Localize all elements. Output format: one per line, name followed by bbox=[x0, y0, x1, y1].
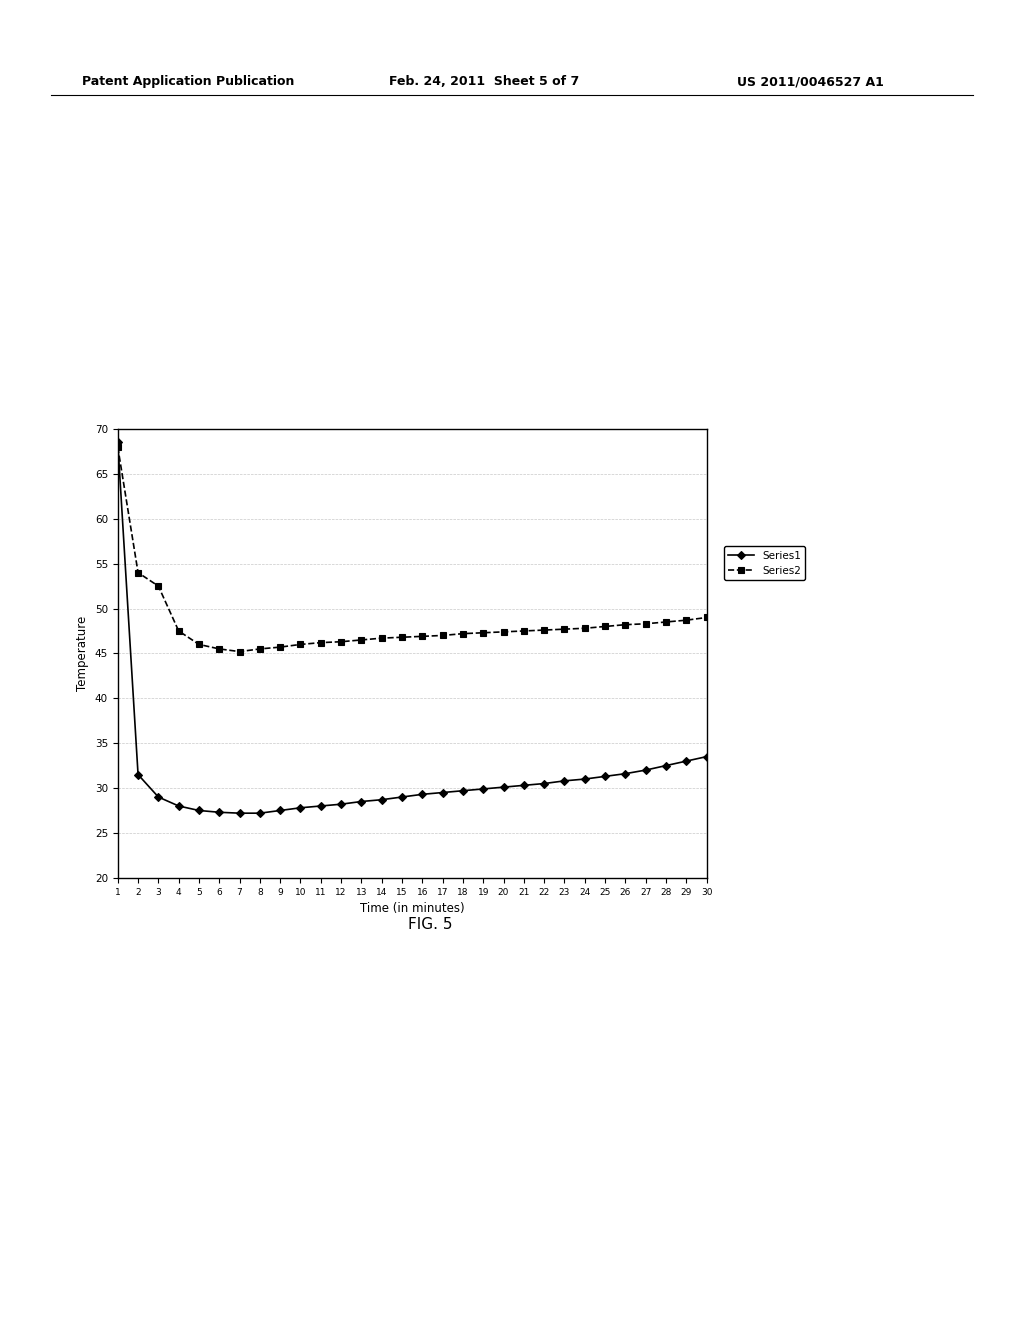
Series1 bbox=[599, 768, 611, 784]
Series1 bbox=[457, 783, 469, 799]
Series2 bbox=[498, 624, 510, 640]
Line: Series1: Series1 bbox=[115, 440, 710, 816]
Series1 bbox=[376, 792, 388, 808]
Series1 bbox=[416, 787, 428, 803]
Series2 bbox=[538, 622, 550, 638]
Series2 bbox=[355, 632, 368, 648]
Text: FIG. 5: FIG. 5 bbox=[408, 917, 453, 932]
Series1 bbox=[579, 771, 591, 787]
Series1 bbox=[233, 805, 246, 821]
X-axis label: Time (in minutes): Time (in minutes) bbox=[359, 902, 465, 915]
Series1 bbox=[538, 776, 550, 792]
Series2 bbox=[477, 624, 489, 640]
Series1 bbox=[112, 434, 124, 450]
Series2 bbox=[193, 636, 205, 652]
Series2 bbox=[436, 627, 449, 643]
Line: Series2: Series2 bbox=[115, 444, 710, 655]
Series2 bbox=[172, 623, 184, 639]
Series1 bbox=[335, 796, 347, 812]
Series2 bbox=[314, 635, 327, 651]
Series2 bbox=[132, 565, 144, 581]
Series1 bbox=[193, 803, 205, 818]
Series2 bbox=[213, 642, 225, 657]
Series2 bbox=[659, 614, 672, 630]
Series2 bbox=[376, 630, 388, 645]
Series1 bbox=[172, 799, 184, 814]
Series1 bbox=[436, 784, 449, 800]
Series2 bbox=[620, 616, 632, 632]
Legend: Series1, Series2: Series1, Series2 bbox=[724, 546, 805, 579]
Series2 bbox=[416, 628, 428, 644]
Series1 bbox=[153, 789, 165, 805]
Series2 bbox=[640, 616, 652, 632]
Series1 bbox=[132, 767, 144, 783]
Series2 bbox=[112, 440, 124, 455]
Series1 bbox=[314, 799, 327, 814]
Series1 bbox=[396, 789, 409, 805]
Series1 bbox=[274, 803, 287, 818]
Series1 bbox=[355, 793, 368, 809]
Series1 bbox=[498, 779, 510, 795]
Series2 bbox=[396, 630, 409, 645]
Series1 bbox=[558, 774, 570, 789]
Series1 bbox=[213, 804, 225, 820]
Text: US 2011/0046527 A1: US 2011/0046527 A1 bbox=[737, 75, 884, 88]
Series2 bbox=[558, 622, 570, 638]
Series2 bbox=[335, 634, 347, 649]
Series2 bbox=[254, 642, 266, 657]
Series2 bbox=[457, 626, 469, 642]
Series2 bbox=[579, 620, 591, 636]
Series1 bbox=[659, 758, 672, 774]
Text: Feb. 24, 2011  Sheet 5 of 7: Feb. 24, 2011 Sheet 5 of 7 bbox=[389, 75, 580, 88]
Series1 bbox=[620, 766, 632, 781]
Y-axis label: Temperature: Temperature bbox=[76, 615, 89, 692]
Series2 bbox=[680, 612, 692, 628]
Series2 bbox=[599, 619, 611, 635]
Series2 bbox=[700, 610, 713, 626]
Series2 bbox=[153, 578, 165, 594]
Series2 bbox=[294, 636, 306, 652]
Text: Patent Application Publication: Patent Application Publication bbox=[82, 75, 294, 88]
Series1 bbox=[518, 777, 530, 793]
Series2 bbox=[518, 623, 530, 639]
Series1 bbox=[294, 800, 306, 816]
Series1 bbox=[254, 805, 266, 821]
Series2 bbox=[233, 644, 246, 660]
Series1 bbox=[640, 762, 652, 777]
Series1 bbox=[700, 748, 713, 764]
Series1 bbox=[680, 754, 692, 770]
Series1 bbox=[477, 781, 489, 797]
Series2 bbox=[274, 639, 287, 655]
